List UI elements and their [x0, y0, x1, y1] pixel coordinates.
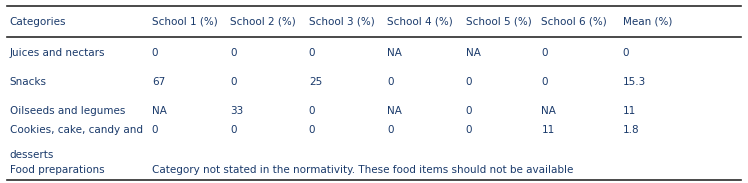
Text: 67: 67: [152, 76, 165, 87]
Text: 0: 0: [230, 76, 237, 87]
Text: 33: 33: [230, 106, 244, 115]
Text: School 1 (%): School 1 (%): [152, 17, 218, 27]
Text: 15.3: 15.3: [623, 76, 646, 87]
Text: 0: 0: [230, 48, 237, 57]
Text: Mean (%): Mean (%): [623, 17, 672, 27]
Text: Category not stated in the normativity. These food items should not be available: Category not stated in the normativity. …: [152, 165, 573, 175]
Text: 0: 0: [309, 48, 316, 57]
Text: 0: 0: [466, 106, 472, 115]
Text: desserts: desserts: [10, 150, 54, 160]
Text: 0: 0: [466, 76, 472, 87]
Text: 11: 11: [542, 125, 554, 135]
Text: 0: 0: [466, 125, 472, 135]
Text: 0: 0: [542, 76, 548, 87]
Text: Food preparations: Food preparations: [10, 165, 104, 175]
Text: 11: 11: [623, 106, 636, 115]
Text: 0: 0: [152, 125, 159, 135]
Text: NA: NA: [387, 106, 402, 115]
Text: NA: NA: [542, 106, 557, 115]
Text: 0: 0: [309, 106, 316, 115]
Text: School 4 (%): School 4 (%): [387, 17, 453, 27]
Text: 1.8: 1.8: [623, 125, 640, 135]
Text: 0: 0: [623, 48, 629, 57]
Text: School 3 (%): School 3 (%): [309, 17, 375, 27]
Text: 0: 0: [152, 48, 159, 57]
Text: 0: 0: [309, 125, 316, 135]
Text: 25: 25: [309, 76, 322, 87]
Text: Juices and nectars: Juices and nectars: [10, 48, 105, 57]
Text: 0: 0: [542, 48, 548, 57]
Text: Cookies, cake, candy and: Cookies, cake, candy and: [10, 125, 143, 135]
Text: NA: NA: [152, 106, 167, 115]
Text: Snacks: Snacks: [10, 76, 46, 87]
Text: 0: 0: [387, 125, 394, 135]
Text: 0: 0: [387, 76, 394, 87]
Text: School 2 (%): School 2 (%): [230, 17, 296, 27]
Text: School 6 (%): School 6 (%): [542, 17, 607, 27]
Text: School 5 (%): School 5 (%): [466, 17, 532, 27]
Text: Categories: Categories: [10, 17, 66, 27]
Text: 0: 0: [230, 125, 237, 135]
Text: NA: NA: [466, 48, 481, 57]
Text: NA: NA: [387, 48, 402, 57]
Text: Oilseeds and legumes: Oilseeds and legumes: [10, 106, 125, 115]
